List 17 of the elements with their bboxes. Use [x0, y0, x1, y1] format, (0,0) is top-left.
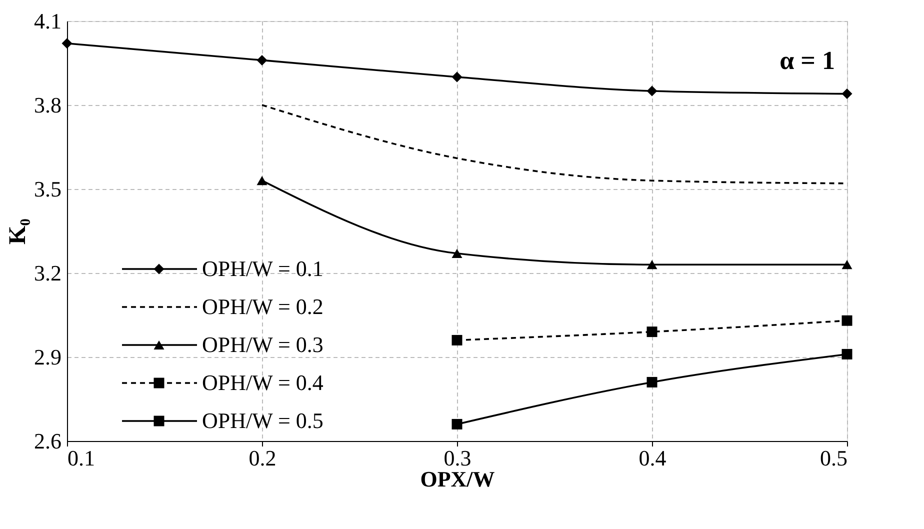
y-axis-title: K₀ [5, 218, 31, 244]
y-tick-label: 3.2 [34, 260, 62, 286]
legend-label: OPH/W = 0.5 [202, 408, 324, 433]
annotation: α = 1 [780, 46, 835, 75]
legend-label: OPH/W = 0.2 [202, 294, 324, 319]
x-tick-label: 0.2 [248, 446, 276, 470]
legend-label: OPH/W = 0.4 [202, 370, 324, 395]
x-tick-label: 0.4 [638, 446, 666, 470]
y-tick-label: 3.8 [34, 92, 62, 118]
y-tick-label: 3.5 [34, 176, 62, 202]
y-tick-label: 2.9 [34, 344, 62, 370]
x-tick-label: 0.1 [68, 446, 95, 470]
x-tick-label: 0.5 [820, 446, 848, 470]
y-tick-label: 4.1 [34, 8, 62, 34]
legend-label: OPH/W = 0.3 [202, 332, 324, 357]
legend-label: OPH/W = 0.1 [202, 256, 324, 281]
y-tick-label: 2.6 [34, 428, 62, 454]
